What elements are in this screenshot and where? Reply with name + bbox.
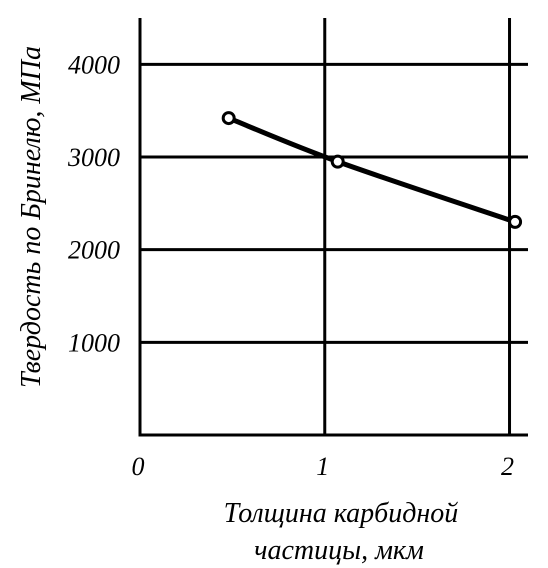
y-axis-title: Твердость по Бринелю, МПа [16,46,47,388]
y-tick-label-3: 4000 [68,50,120,79]
y-tick-label-0: 1000 [68,328,120,357]
y-tick-label-1: 2000 [68,236,120,265]
grid [140,18,528,435]
x-axis-title-line-2: частицы, мкм [254,535,424,566]
axes [138,18,528,437]
series-group [221,111,523,229]
x-tick-label-0: 0 [132,452,145,481]
tick-labels: 1000 2000 3000 4000 0 1 2 [67,50,514,481]
x-tick-label-1: 1 [316,452,329,481]
data-point-0 [221,111,236,126]
x-axis-title-line-1: Толщина карбидной [224,498,459,529]
data-point-1 [330,154,345,169]
y-tick-label-2: 3000 [67,143,120,172]
x-tick-label-2: 2 [501,452,514,481]
series-line-0 [226,115,518,225]
data-point-2 [508,214,523,229]
